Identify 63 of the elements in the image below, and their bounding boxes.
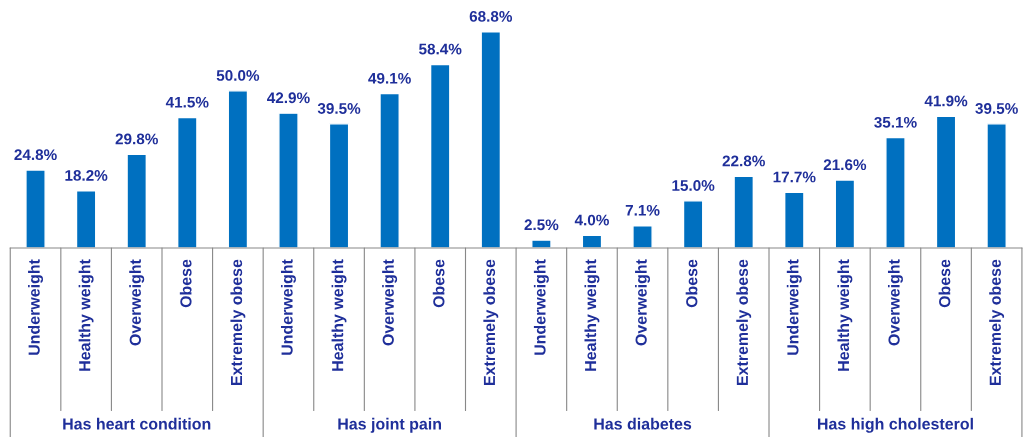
- bar: [227, 90, 249, 248]
- x-tick-label: Overweight: [382, 259, 398, 346]
- bar: [834, 179, 856, 248]
- data-label: 41.5%: [165, 96, 209, 108]
- x-tick-label: Healthy weight: [837, 259, 853, 371]
- data-label: 39.5%: [317, 103, 361, 114]
- bar: [328, 123, 350, 248]
- data-label: 39.5%: [975, 103, 1018, 114]
- bar: [126, 153, 148, 248]
- x-tick-label: Obese: [685, 259, 698, 308]
- data-label: 49.1%: [368, 72, 411, 84]
- x-tick-label: Extremely obese: [483, 259, 499, 385]
- bar: [783, 191, 805, 248]
- data-label: 4.0%: [574, 214, 609, 226]
- bar: [25, 169, 46, 248]
- x-tick-label: Extremely obese: [736, 259, 752, 385]
- bar: [278, 112, 299, 248]
- x-tick-label: Healthy weight: [584, 259, 600, 371]
- bar: [75, 190, 97, 248]
- data-label: 68.8%: [469, 10, 513, 22]
- data-label: 24.8%: [14, 149, 57, 161]
- text: Has heart condition: [63, 417, 211, 430]
- bar: [885, 136, 906, 248]
- x-tick-label: Extremely obese: [230, 259, 246, 385]
- text: Has diabetes: [594, 417, 692, 430]
- bar: [379, 92, 400, 248]
- data-label: 29.8%: [115, 133, 158, 145]
- x-tick-label: Overweight: [887, 259, 903, 346]
- data-label: 7.1%: [625, 204, 660, 216]
- x-tick-label: Extremely obese: [989, 259, 1005, 385]
- bar: [429, 63, 451, 248]
- bar: [986, 123, 1007, 248]
- x-tick-label: Underweight: [533, 259, 549, 355]
- x-tick-label: Obese: [432, 259, 445, 308]
- text: Has high cholesterol: [817, 417, 973, 433]
- text: Has joint pain: [338, 417, 441, 433]
- x-tick-label: Underweight: [28, 259, 44, 355]
- bar: [531, 239, 552, 248]
- data-label: 15.0%: [672, 180, 715, 191]
- x-tick-label: Underweight: [280, 259, 296, 355]
- data-label: 22.8%: [722, 155, 765, 167]
- bar: [632, 224, 653, 248]
- bar: [480, 31, 502, 248]
- x-tick-label: Underweight: [786, 259, 802, 355]
- x-tick-label: Healthy weight: [331, 259, 347, 371]
- data-label: 18.2%: [65, 170, 108, 181]
- x-tick-label: Overweight: [635, 259, 651, 346]
- data-label: 58.4%: [419, 43, 462, 55]
- data-label: 21.6%: [823, 159, 867, 171]
- bar: [176, 116, 198, 248]
- x-tick-label: Healthy weight: [78, 259, 94, 371]
- x-tick-label: Obese: [938, 259, 951, 308]
- data-label: 42.9%: [267, 92, 310, 104]
- x-tick-label: Overweight: [129, 259, 145, 346]
- bar: [682, 200, 704, 248]
- data-label: 17.7%: [773, 171, 816, 183]
- data-label: 50.0%: [216, 70, 260, 81]
- data-label: 41.9%: [924, 95, 968, 107]
- bar: [733, 175, 755, 248]
- data-label: 2.5%: [524, 219, 559, 231]
- bar: [935, 115, 957, 248]
- data-label: 35.1%: [874, 116, 917, 128]
- x-tick-label: Obese: [179, 259, 192, 308]
